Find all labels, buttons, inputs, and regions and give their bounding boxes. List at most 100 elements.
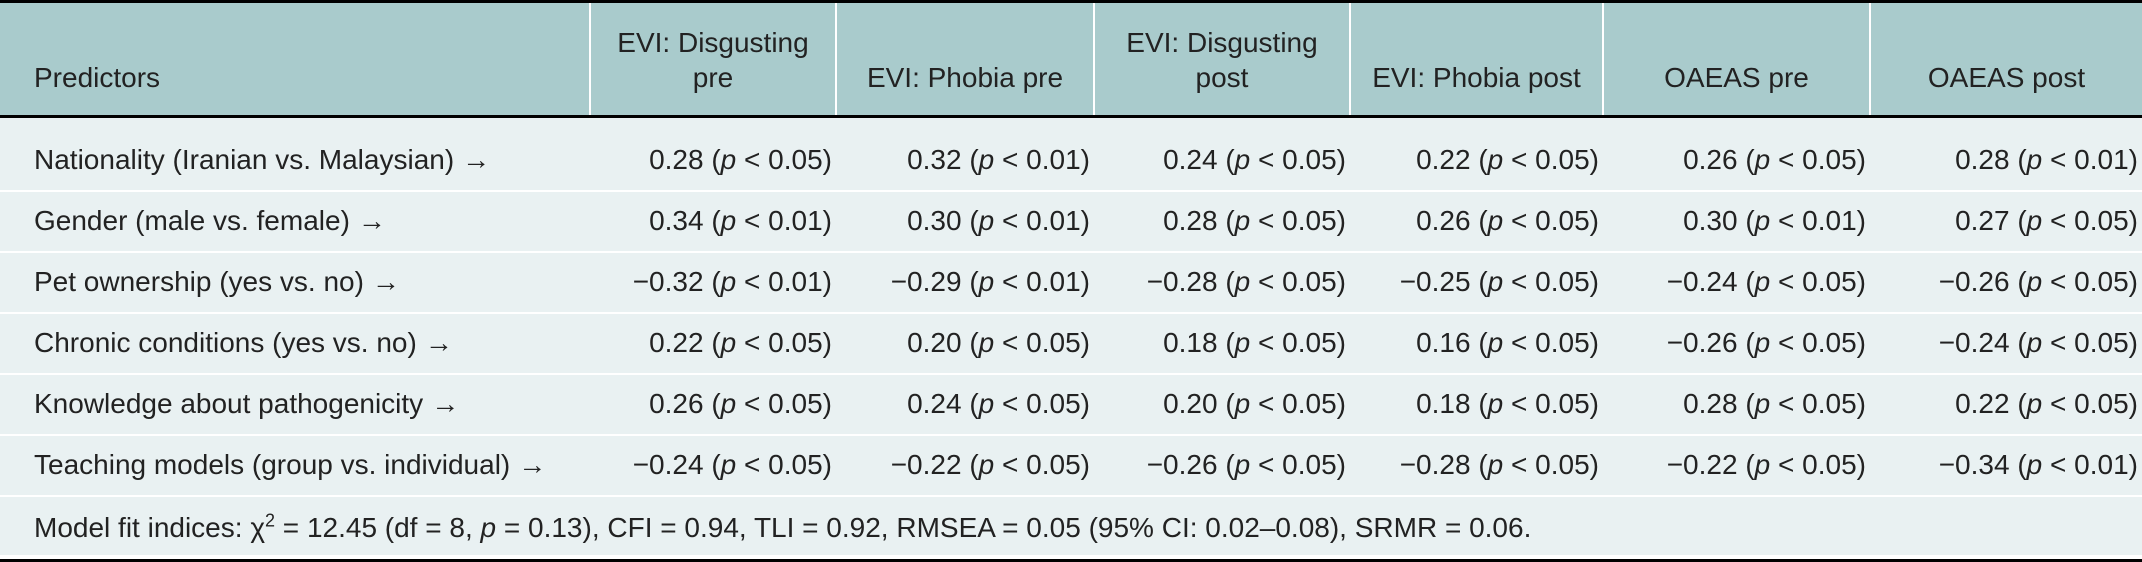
coefficient-value: 0.22 (649, 327, 704, 358)
value-cell: 0.26 (p < 0.05) (1603, 116, 1870, 192)
coefficient-value: −0.24 (1666, 266, 1738, 297)
p-value: < 0.05 (1778, 327, 1857, 358)
value-cell: 0.27 (p < 0.05) (1870, 190, 2142, 253)
value-cell: 0.28 (p < 0.05) (1603, 373, 1870, 436)
value-cell: −0.29 (p < 0.01) (836, 251, 1094, 314)
p-symbol: p (720, 449, 737, 480)
p-value: < 0.01 (2050, 449, 2129, 480)
table-row: Knowledge about pathogenicity → 0.26 (p < … (0, 373, 2142, 436)
table-body: Nationality (Iranian vs. Malaysian) → 0.28… (0, 116, 2142, 562)
predictor-label: Teaching models (group vs. individual) (34, 449, 511, 480)
p-symbol: p (720, 327, 737, 358)
footnote-superscript: 2 (265, 510, 276, 531)
predictor-cell: Chronic conditions (yes vs. no) → (0, 312, 590, 375)
coefficient-value: 0.28 (1955, 144, 2010, 176)
p-value: < 0.05 (1258, 205, 1337, 236)
p-symbol: p (2026, 205, 2043, 236)
p-value: < 0.05 (1002, 327, 1081, 358)
p-symbol: p (1487, 388, 1504, 419)
predictor-cell: Nationality (Iranian vs. Malaysian) → (0, 116, 590, 192)
p-symbol: p (1487, 327, 1504, 358)
coefficient-value: 0.20 (907, 327, 962, 358)
p-symbol: p (978, 388, 995, 419)
p-value: < 0.01 (1002, 205, 1081, 236)
p-symbol: p (720, 205, 737, 236)
arrow-right-icon: → (424, 327, 453, 358)
value-cell: 0.30 (p < 0.01) (836, 190, 1094, 253)
coefficient-value: −0.29 (890, 266, 962, 297)
p-symbol: p (1234, 205, 1251, 236)
arrow-right-icon: → (518, 449, 547, 480)
p-symbol: p (978, 449, 995, 480)
coefficient-value: 0.30 (1683, 205, 1738, 236)
value-cell: −0.24 (p < 0.05) (1603, 251, 1870, 314)
coefficient-value: 0.26 (1416, 205, 1471, 236)
p-symbol: p (1754, 388, 1771, 419)
p-value: < 0.05 (1511, 144, 1590, 176)
table-row: Nationality (Iranian vs. Malaysian) → 0.28… (0, 116, 2142, 192)
p-symbol: p (2026, 266, 2043, 297)
column-header-evi-phobia-pre: EVI: Phobia pre (835, 0, 1094, 118)
value-cell: −0.34 (p < 0.01) (1870, 434, 2142, 497)
coefficient-value: 0.22 (1955, 388, 2010, 419)
coefficient-value: 0.28 (1163, 205, 1218, 236)
p-symbol: p (1754, 327, 1771, 358)
column-header-predictors: Predictors (0, 0, 590, 118)
p-value: < 0.05 (1778, 449, 1857, 480)
footnote-middle: = 12.45 (df = 8, (275, 511, 481, 543)
value-cell: 0.20 (p < 0.05) (836, 312, 1094, 375)
value-cell: −0.26 (p < 0.05) (1870, 251, 2142, 314)
footnote-prefix: Model fit indices: χ (34, 511, 266, 543)
value-cell: −0.32 (p < 0.01) (590, 251, 836, 314)
p-value: < 0.05 (1511, 388, 1590, 419)
p-value: < 0.05 (1258, 327, 1337, 358)
value-cell: 0.32 (p < 0.01) (836, 116, 1094, 192)
column-header-evi-disgusting-post: EVI: Disgusting post (1093, 0, 1350, 118)
p-value: < 0.05 (1002, 449, 1081, 480)
value-cell: 0.30 (p < 0.01) (1603, 190, 1870, 253)
predictor-label: Chronic conditions (yes vs. no) (34, 327, 417, 358)
arrow-right-icon: → (371, 266, 400, 297)
p-symbol: p (978, 327, 995, 358)
coefficient-value: −0.26 (1666, 327, 1738, 358)
coefficient-value: −0.26 (1146, 449, 1218, 480)
p-symbol: p (978, 144, 995, 176)
value-cell: 0.22 (p < 0.05) (1870, 373, 2142, 436)
p-symbol: p (1234, 144, 1251, 176)
p-symbol: p (1234, 388, 1251, 419)
coefficient-value: 0.16 (1416, 327, 1471, 358)
p-value: < 0.01 (1002, 266, 1081, 297)
p-symbol: p (2026, 449, 2043, 480)
coefficient-value: 0.27 (1955, 205, 2010, 236)
table-row: Gender (male vs. female) → 0.34 (p < 0.01)… (0, 190, 2142, 253)
column-header-oaeas-pre: OAEAS pre (1602, 0, 1870, 118)
coefficient-value: 0.20 (1163, 388, 1218, 419)
value-cell: 0.24 (p < 0.05) (836, 373, 1094, 436)
value-cell: 0.24 (p < 0.05) (1094, 116, 1350, 192)
model-fit-footnote-row: Model fit indices: χ2 = 12.45 (df = 8, p… (0, 495, 2142, 562)
coefficient-value: 0.26 (649, 388, 704, 419)
coefficient-value: −0.22 (1666, 449, 1738, 480)
value-cell: −0.22 (p < 0.05) (1603, 434, 1870, 497)
p-value: < 0.05 (1778, 266, 1857, 297)
p-value: < 0.05 (1258, 388, 1337, 419)
p-value: < 0.05 (1511, 205, 1590, 236)
value-cell: 0.22 (p < 0.05) (1350, 116, 1603, 192)
coefficient-value: 0.28 (1683, 388, 1738, 419)
p-value: < 0.05 (744, 144, 823, 176)
p-symbol: p (720, 388, 737, 419)
p-symbol: p (1754, 449, 1771, 480)
arrow-right-icon: → (357, 205, 386, 236)
predictor-label: Knowledge about pathogenicity (34, 388, 424, 419)
table-header: Predictors EVI: Disgusting pre EVI: Phob… (0, 0, 2142, 118)
column-header-evi-phobia-post: EVI: Phobia post (1349, 0, 1603, 118)
value-cell: 0.18 (p < 0.05) (1094, 312, 1350, 375)
value-cell: −0.24 (p < 0.05) (590, 434, 836, 497)
p-value: < 0.05 (744, 388, 823, 419)
p-symbol: p (1487, 205, 1504, 236)
predictor-cell: Pet ownership (yes vs. no) → (0, 251, 590, 314)
table-row: Chronic conditions (yes vs. no) → 0.22 (p … (0, 312, 2142, 375)
p-value: < 0.05 (1778, 388, 1857, 419)
